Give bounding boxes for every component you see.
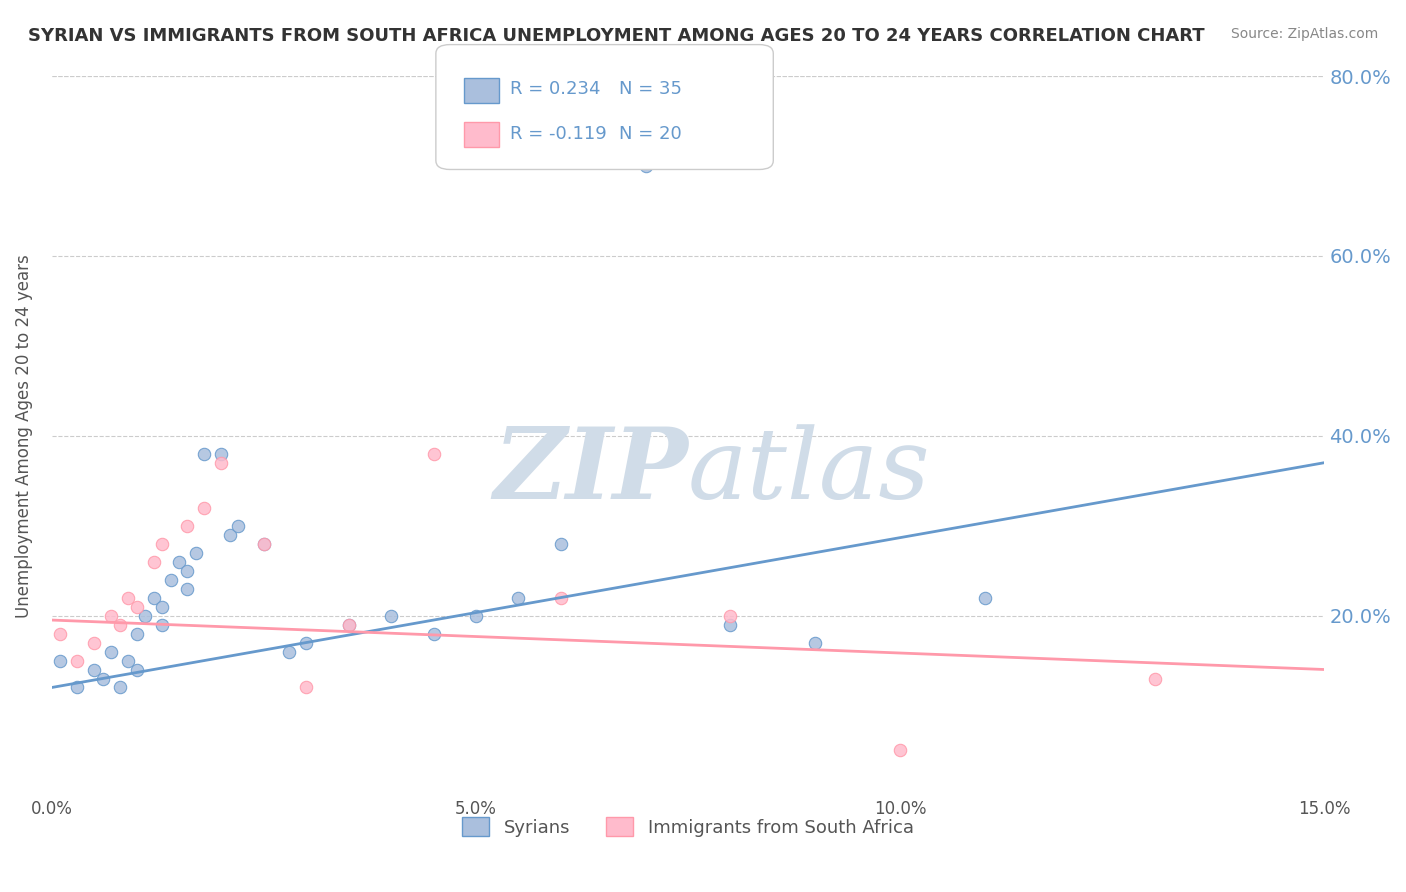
Point — [83, 663, 105, 677]
Point — [100, 608, 122, 623]
Text: ZIP: ZIP — [494, 424, 688, 520]
Text: R = 0.234: R = 0.234 — [510, 80, 600, 98]
Point — [974, 591, 997, 605]
Point — [337, 617, 360, 632]
Point — [150, 536, 173, 550]
Point — [66, 681, 89, 695]
Point — [125, 599, 148, 614]
Point — [634, 159, 657, 173]
Point — [100, 644, 122, 658]
Text: atlas: atlas — [688, 424, 931, 519]
Point — [176, 564, 198, 578]
Point — [176, 518, 198, 533]
Point — [889, 743, 911, 757]
Y-axis label: Unemployment Among Ages 20 to 24 years: Unemployment Among Ages 20 to 24 years — [15, 254, 32, 617]
Text: Source: ZipAtlas.com: Source: ZipAtlas.com — [1230, 27, 1378, 41]
Point — [91, 672, 114, 686]
Point — [108, 617, 131, 632]
Point — [422, 447, 444, 461]
Point — [49, 653, 72, 667]
Point — [159, 573, 181, 587]
Point — [253, 536, 276, 550]
Point — [295, 681, 318, 695]
Point — [422, 626, 444, 640]
Point — [176, 582, 198, 596]
Point — [184, 546, 207, 560]
Point — [465, 608, 488, 623]
Point — [804, 635, 827, 649]
Point — [228, 518, 250, 533]
Point — [209, 456, 232, 470]
Point — [49, 626, 72, 640]
Point — [295, 635, 318, 649]
Point — [66, 653, 89, 667]
Point — [278, 644, 301, 658]
Point — [720, 608, 742, 623]
Point — [150, 617, 173, 632]
Point — [508, 591, 530, 605]
Point — [219, 527, 242, 541]
Point — [142, 555, 165, 569]
Text: R = -0.119: R = -0.119 — [510, 125, 607, 143]
Point — [83, 635, 105, 649]
Text: SYRIAN VS IMMIGRANTS FROM SOUTH AFRICA UNEMPLOYMENT AMONG AGES 20 TO 24 YEARS CO: SYRIAN VS IMMIGRANTS FROM SOUTH AFRICA U… — [28, 27, 1205, 45]
Text: N = 20: N = 20 — [619, 125, 682, 143]
Point — [142, 591, 165, 605]
Point — [550, 591, 572, 605]
Point — [720, 617, 742, 632]
Point — [253, 536, 276, 550]
Point — [337, 617, 360, 632]
Point — [380, 608, 402, 623]
Point — [1143, 672, 1166, 686]
Point — [134, 608, 156, 623]
Point — [550, 536, 572, 550]
Point — [108, 681, 131, 695]
Point — [193, 500, 215, 515]
Point — [125, 663, 148, 677]
Point — [125, 626, 148, 640]
Point — [193, 447, 215, 461]
Point — [167, 555, 190, 569]
Point — [117, 591, 139, 605]
Point — [117, 653, 139, 667]
Point — [209, 447, 232, 461]
Text: N = 35: N = 35 — [619, 80, 682, 98]
Legend: Syrians, Immigrants from South Africa: Syrians, Immigrants from South Africa — [456, 810, 921, 844]
Point — [150, 599, 173, 614]
